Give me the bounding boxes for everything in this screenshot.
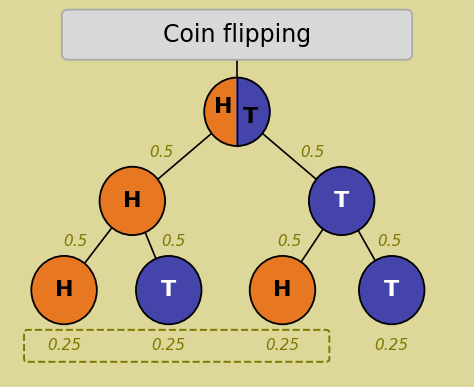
Text: 0.25: 0.25	[47, 338, 81, 353]
Text: 0.25: 0.25	[265, 338, 300, 353]
Polygon shape	[204, 77, 237, 146]
Ellipse shape	[100, 167, 165, 235]
Ellipse shape	[309, 167, 374, 235]
Text: 0.5: 0.5	[161, 234, 185, 249]
Text: 0.25: 0.25	[374, 338, 409, 353]
Text: H: H	[273, 280, 292, 300]
Text: 0.25: 0.25	[152, 338, 186, 353]
Ellipse shape	[250, 256, 315, 324]
Ellipse shape	[136, 256, 201, 324]
Text: T: T	[384, 280, 399, 300]
FancyBboxPatch shape	[62, 10, 412, 60]
Text: T: T	[334, 191, 349, 211]
Polygon shape	[237, 77, 270, 146]
Text: H: H	[123, 191, 142, 211]
Ellipse shape	[359, 256, 425, 324]
Text: 0.5: 0.5	[150, 145, 174, 160]
Text: H: H	[55, 280, 73, 300]
Text: T: T	[243, 107, 258, 127]
Ellipse shape	[31, 256, 97, 324]
Text: H: H	[214, 97, 232, 116]
Text: 0.5: 0.5	[377, 234, 401, 249]
Text: 0.5: 0.5	[277, 234, 301, 249]
Text: 0.5: 0.5	[63, 234, 88, 249]
Text: Coin flipping: Coin flipping	[163, 23, 311, 47]
Text: T: T	[161, 280, 176, 300]
Text: 0.5: 0.5	[300, 145, 324, 160]
